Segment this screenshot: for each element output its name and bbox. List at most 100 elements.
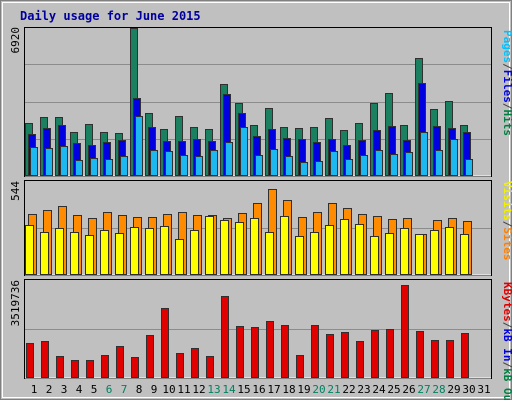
day-pages-bar bbox=[405, 152, 413, 176]
day-pages-bar bbox=[45, 148, 53, 176]
day-label: 28 bbox=[432, 383, 445, 396]
legend-entry: Visits bbox=[501, 181, 512, 221]
day-visits-bar bbox=[100, 230, 109, 275]
day-pages-bar bbox=[165, 151, 173, 176]
day-visits-bar bbox=[190, 230, 199, 275]
day-visits-bar bbox=[370, 236, 379, 275]
day-pages-bar bbox=[285, 156, 293, 176]
kbytes-max-label: 3519736 bbox=[9, 280, 22, 326]
day-label: 9 bbox=[151, 383, 158, 396]
day-kbytes-bar bbox=[431, 340, 439, 378]
day-pages-bar bbox=[255, 155, 263, 176]
day-kbytes-bar bbox=[311, 325, 319, 378]
legend-entry: / bbox=[501, 103, 512, 110]
day-visits-bar bbox=[430, 230, 439, 275]
day-kbytes-bar bbox=[251, 327, 259, 378]
day-kbytes-bar bbox=[56, 356, 64, 378]
day-label: 20 bbox=[312, 383, 325, 396]
day-pages-bar bbox=[360, 155, 368, 176]
day-label: 5 bbox=[91, 383, 98, 396]
legend-entry: / bbox=[501, 362, 512, 369]
day-kbytes-bar bbox=[416, 331, 424, 378]
day-label: 1 bbox=[31, 383, 38, 396]
day-kbytes-bar bbox=[341, 332, 349, 378]
day-label: 13 bbox=[207, 383, 220, 396]
day-kbytes-bar bbox=[161, 308, 169, 378]
day-visits-bar bbox=[400, 228, 409, 275]
legend-entry: Hits bbox=[501, 110, 512, 137]
day-label: 18 bbox=[282, 383, 295, 396]
day-label: 7 bbox=[121, 383, 128, 396]
day-kbytes-bar bbox=[266, 321, 274, 378]
day-pages-bar bbox=[240, 127, 248, 176]
day-kbytes-bar bbox=[176, 353, 184, 378]
day-label: 22 bbox=[342, 383, 355, 396]
day-visits-bar bbox=[55, 228, 64, 275]
day-label: 19 bbox=[297, 383, 310, 396]
day-kbytes-bar bbox=[206, 356, 214, 378]
day-label: 27 bbox=[417, 383, 430, 396]
day-label: 26 bbox=[402, 383, 415, 396]
day-kbytes-bar bbox=[446, 340, 454, 378]
day-kbytes-bar bbox=[236, 326, 244, 378]
day-visits-bar bbox=[70, 232, 79, 275]
day-visits-bar bbox=[265, 232, 274, 275]
day-pages-bar bbox=[60, 146, 68, 176]
day-kbytes-bar bbox=[386, 329, 394, 378]
day-axis-labels: 1 2 3 4 5 6 7 8 9 10 11 12 13 14 15 16 17 18 19 20 21 22 23 24 2… bbox=[31, 383, 491, 396]
day-pages-bar bbox=[180, 155, 188, 176]
day-kbytes-bar bbox=[146, 335, 154, 378]
day-pages-bar bbox=[135, 116, 143, 176]
day-label: 12 bbox=[192, 383, 205, 396]
day-visits-bar bbox=[445, 227, 454, 275]
day-kbytes-bar bbox=[326, 334, 334, 378]
day-pages-bar bbox=[390, 154, 398, 176]
day-pages-bar bbox=[150, 150, 158, 176]
day-pages-bar bbox=[330, 151, 338, 176]
day-pages-bar bbox=[315, 161, 323, 176]
day-label: 4 bbox=[76, 383, 83, 396]
day-kbytes-bar bbox=[41, 341, 49, 378]
legend-entry: / bbox=[501, 322, 512, 329]
legend-entry: / bbox=[501, 221, 512, 228]
day-label: 6 bbox=[106, 383, 113, 396]
legend-entry: kB In bbox=[501, 328, 512, 361]
day-label: 14 bbox=[222, 383, 236, 396]
day-visits-bar bbox=[160, 226, 169, 275]
day-visits-bar bbox=[40, 232, 49, 275]
day-visits-bar bbox=[280, 216, 289, 275]
day-visits-bar bbox=[145, 228, 154, 275]
hits-max-label: 6920 bbox=[9, 27, 22, 54]
day-label: 8 bbox=[136, 383, 143, 396]
day-label: 3 bbox=[61, 383, 68, 396]
day-pages-bar bbox=[90, 158, 98, 176]
day-pages-bar bbox=[75, 160, 83, 176]
visits-sites-panel bbox=[24, 180, 492, 276]
day-kbytes-bar bbox=[221, 296, 229, 378]
day-pages-bar bbox=[30, 147, 38, 176]
visits-sites-legend: Visits/Sites bbox=[501, 181, 512, 261]
day-kbytes-bar bbox=[461, 333, 469, 378]
day-visits-bar bbox=[175, 239, 184, 275]
day-label: 24 bbox=[372, 383, 386, 396]
day-pages-bar bbox=[120, 156, 128, 176]
day-label: 25 bbox=[387, 383, 400, 396]
legend-entry: Files bbox=[501, 70, 512, 103]
day-visits-bar bbox=[220, 220, 229, 275]
day-visits-bar bbox=[130, 227, 139, 275]
day-pages-bar bbox=[435, 150, 443, 176]
day-label: 15 bbox=[237, 383, 250, 396]
day-pages-bar bbox=[345, 159, 353, 176]
day-kbytes-bar bbox=[26, 343, 34, 378]
day-visits-bar bbox=[310, 232, 319, 275]
legend-entry: Pages bbox=[501, 30, 512, 63]
day-visits-bar bbox=[385, 233, 394, 275]
day-visits-bar bbox=[340, 219, 349, 275]
day-label: 2 bbox=[46, 383, 53, 396]
legend-entry: kB Out bbox=[501, 368, 512, 400]
day-visits-bar bbox=[325, 225, 334, 275]
legend-entry: / bbox=[501, 63, 512, 70]
hits-files-pages-panel bbox=[24, 27, 492, 177]
day-label: 31 bbox=[477, 383, 490, 396]
legend-entry: Sites bbox=[501, 227, 512, 260]
